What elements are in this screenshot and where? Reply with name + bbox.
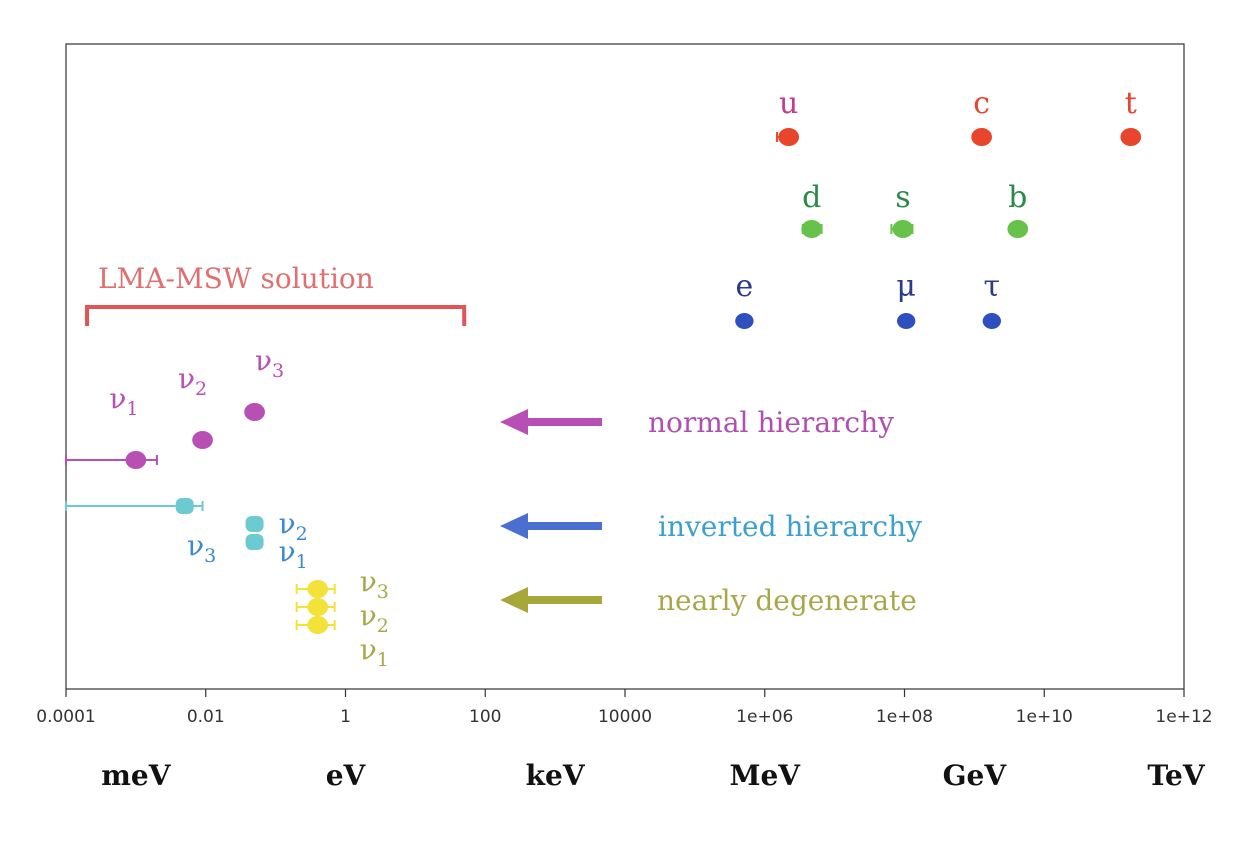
scenario-arrows: normal hierarchy inverted hierarchy nearly… bbox=[500, 406, 922, 617]
point-u bbox=[778, 128, 800, 146]
lma-msw-label: LMA-MSW solution bbox=[98, 262, 374, 295]
point-degenerate-nu3 bbox=[307, 580, 329, 598]
label-degenerate-nu1: ν1 bbox=[360, 633, 389, 671]
arrow-head-degenerate bbox=[500, 587, 528, 613]
x-tick-label: 1e+06 bbox=[736, 707, 793, 727]
label-mu: μ bbox=[896, 269, 916, 304]
unit-label-kev: keV bbox=[526, 759, 586, 792]
point-s bbox=[892, 220, 914, 238]
x-tick-label: 1e+08 bbox=[876, 707, 933, 727]
point-t bbox=[1120, 128, 1142, 146]
point-normal-nu2 bbox=[192, 431, 213, 449]
point-tau bbox=[982, 313, 1002, 329]
unit-label-mev: MeV bbox=[729, 759, 801, 792]
x-tick-label: 10000 bbox=[598, 707, 652, 727]
arrow-head-normal bbox=[500, 409, 528, 435]
x-axis: 0.0001 0.01 1 100 10000 1e+06 1e+08 1e+10 1e+12 bbox=[36, 689, 1213, 727]
arrow-shaft-inverted bbox=[525, 522, 602, 530]
unit-label-ev: eV bbox=[326, 759, 367, 792]
label-normal-nu2: ν2 bbox=[178, 362, 207, 400]
point-normal-nu3 bbox=[244, 403, 265, 421]
label-u: u bbox=[779, 86, 798, 121]
point-degenerate-nu1 bbox=[307, 616, 329, 634]
label-degenerate-nu3: ν3 bbox=[360, 565, 389, 603]
x-tick-label: 1 bbox=[340, 707, 351, 727]
label-tau: τ bbox=[984, 269, 1001, 304]
scenario-label-degenerate: nearly degenerate bbox=[657, 584, 917, 617]
label-e: e bbox=[735, 269, 753, 304]
label-c: c bbox=[973, 86, 990, 121]
point-e bbox=[735, 313, 754, 329]
arrow-shaft-normal bbox=[525, 418, 602, 426]
scenario-label-inverted: inverted hierarchy bbox=[658, 510, 922, 543]
label-s: s bbox=[895, 180, 910, 215]
label-degenerate-nu2: ν2 bbox=[360, 599, 389, 637]
point-c bbox=[971, 128, 992, 146]
point-mu bbox=[896, 313, 916, 329]
point-d bbox=[801, 220, 823, 238]
point-normal-nu1 bbox=[125, 451, 147, 469]
label-d: d bbox=[802, 180, 821, 215]
plot-frame bbox=[65, 43, 1185, 690]
label-normal-nu1: ν1 bbox=[109, 382, 138, 420]
label-inverted-nu3: ν3 bbox=[187, 529, 216, 567]
arrow-head-inverted bbox=[500, 513, 528, 539]
arrow-shaft-degenerate bbox=[525, 596, 602, 604]
unit-label-mev: meV bbox=[101, 759, 171, 792]
lma-msw-bracket bbox=[85, 305, 467, 326]
x-tick-label: 1e+10 bbox=[1016, 707, 1073, 727]
label-normal-nu3: ν3 bbox=[255, 344, 284, 382]
x-tick-label: 0.0001 bbox=[36, 707, 95, 727]
point-inverted-nu1 bbox=[245, 534, 264, 550]
label-inverted-nu1: ν1 bbox=[279, 535, 308, 573]
scenario-label-normal: normal hierarchy bbox=[648, 406, 894, 439]
point-degenerate-nu2 bbox=[307, 598, 329, 616]
unit-label-tev: TeV bbox=[1147, 759, 1205, 792]
x-tick-label: 100 bbox=[469, 707, 501, 727]
label-inverted-nu2: ν2 bbox=[279, 507, 308, 545]
point-b bbox=[1007, 220, 1029, 238]
unit-labels: meV eV keV MeV GeV TeV bbox=[101, 759, 1206, 792]
label-b: b bbox=[1008, 180, 1027, 215]
lma-msw-bracket-group: LMA-MSW solution bbox=[85, 262, 467, 326]
point-inverted-nu2 bbox=[245, 516, 264, 532]
x-tick-label: 1e+12 bbox=[1155, 707, 1212, 727]
point-inverted-nu3 bbox=[175, 498, 194, 514]
label-t: t bbox=[1125, 86, 1137, 121]
x-tick-label: 0.01 bbox=[187, 707, 225, 727]
unit-label-gev: GeV bbox=[943, 759, 1008, 792]
